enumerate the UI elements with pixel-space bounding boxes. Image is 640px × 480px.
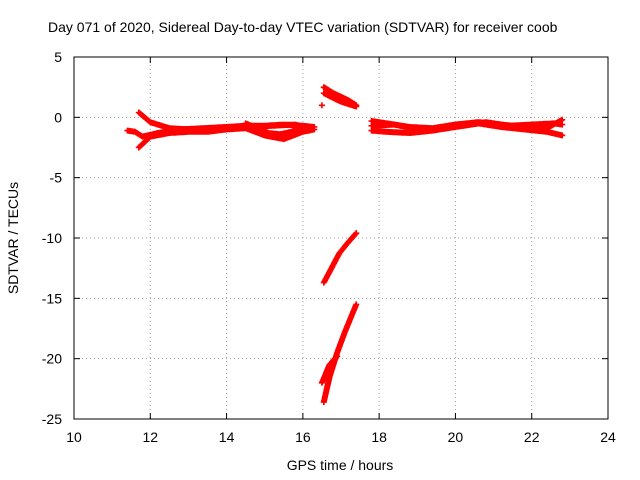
y-tick-label: -15 bbox=[42, 290, 62, 306]
plus-markers bbox=[320, 230, 360, 286]
plus-markers bbox=[320, 90, 360, 110]
x-tick-label: 20 bbox=[448, 429, 464, 445]
series-band-12 bbox=[368, 119, 566, 133]
plot-frame bbox=[73, 56, 609, 420]
data-points bbox=[124, 84, 566, 406]
x-tick-label: 14 bbox=[219, 429, 235, 445]
series-band-8 bbox=[320, 301, 360, 406]
y-tick-label: -5 bbox=[50, 170, 63, 186]
plus-markers bbox=[320, 301, 360, 406]
x-tick-label: 22 bbox=[524, 429, 540, 445]
y-tick-label: 0 bbox=[54, 109, 62, 125]
x-tick-label: 24 bbox=[600, 429, 616, 445]
plus-markers bbox=[318, 102, 325, 109]
x-tick-label: 16 bbox=[295, 429, 311, 445]
y-tick-label: -25 bbox=[42, 411, 62, 427]
plus-markers bbox=[368, 119, 566, 133]
x-tick-label: 18 bbox=[371, 429, 387, 445]
series-band-4 bbox=[242, 120, 306, 138]
y-tick-label: -20 bbox=[42, 351, 62, 367]
y-axis-label: SDTVAR / TECUs bbox=[5, 182, 21, 294]
series-band-7 bbox=[320, 230, 360, 286]
chart-title: Day 071 of 2020, Sidereal Day-to-day VTE… bbox=[48, 19, 558, 35]
y-tick-label: 5 bbox=[54, 49, 62, 65]
x-tick-label: 12 bbox=[142, 429, 158, 445]
series-band-6 bbox=[320, 90, 360, 110]
plus-markers bbox=[318, 353, 341, 386]
x-axis-label: GPS time / hours bbox=[287, 457, 394, 473]
axis-ticks: 10 12 14 16 18 20 22 24 -25 -20 -15 -10 -5 0 5 bbox=[42, 49, 616, 445]
plus-markers bbox=[242, 120, 306, 138]
series-outlier-1 bbox=[318, 102, 325, 109]
x-tick-label: 10 bbox=[66, 429, 82, 445]
grid-lines bbox=[74, 57, 608, 419]
y-tick-label: -10 bbox=[42, 230, 62, 246]
series-band-9 bbox=[318, 353, 341, 386]
